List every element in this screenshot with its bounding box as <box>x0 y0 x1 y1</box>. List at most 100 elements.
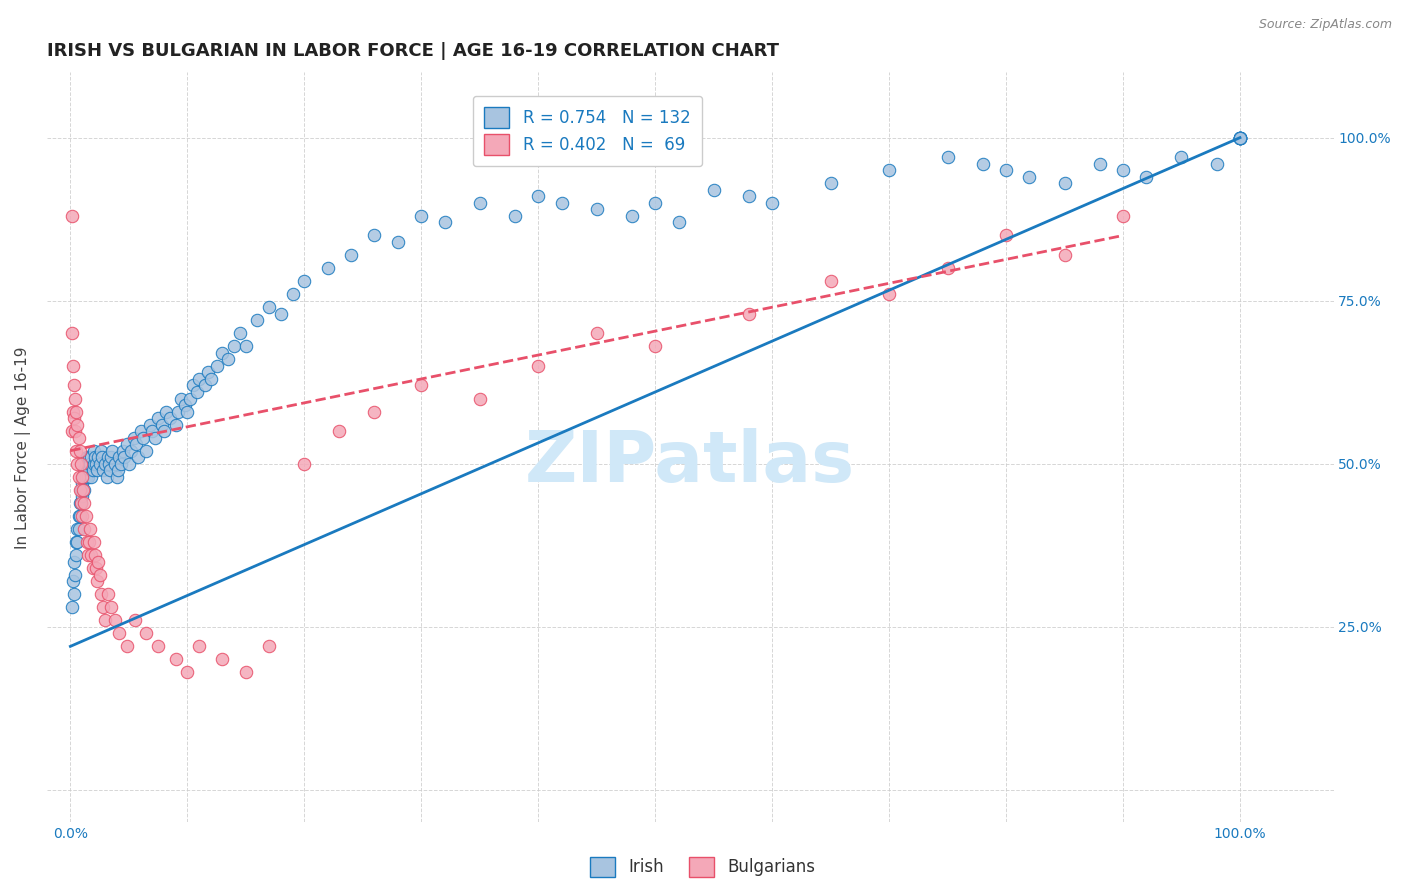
Bulgarians <box>63 424 86 438</box>
Irish <box>165 417 187 432</box>
Irish <box>63 587 86 601</box>
Irish <box>76 463 98 477</box>
Bulgarians <box>527 359 550 373</box>
Irish <box>155 404 177 418</box>
Irish <box>197 366 219 380</box>
Irish <box>150 417 173 432</box>
Y-axis label: In Labor Force | Age 16-19: In Labor Force | Age 16-19 <box>15 346 31 549</box>
Irish <box>1229 130 1251 145</box>
Bulgarians <box>73 522 96 536</box>
Bulgarians <box>77 535 100 549</box>
Bulgarians <box>70 457 93 471</box>
Irish <box>176 404 198 418</box>
Irish <box>235 339 257 353</box>
Bulgarians <box>292 457 315 471</box>
Bulgarians <box>70 470 93 484</box>
Irish <box>224 339 246 353</box>
Bulgarians <box>70 496 93 510</box>
Irish <box>86 463 108 477</box>
Text: IRISH VS BULGARIAN IN LABOR FORCE | AGE 16-19 CORRELATION CHART: IRISH VS BULGARIAN IN LABOR FORCE | AGE … <box>46 42 779 60</box>
Irish <box>129 424 152 438</box>
Irish <box>877 163 900 178</box>
Irish <box>194 378 217 392</box>
Irish <box>69 508 91 523</box>
Irish <box>1018 169 1040 184</box>
Bulgarians <box>60 326 83 341</box>
Bulgarians <box>79 522 101 536</box>
Irish <box>270 307 292 321</box>
Irish <box>257 300 280 314</box>
Irish <box>66 535 89 549</box>
Bulgarians <box>80 548 103 562</box>
Irish <box>108 450 131 465</box>
Irish <box>620 209 643 223</box>
Bulgarians <box>363 404 385 418</box>
Irish <box>70 489 93 503</box>
Irish <box>181 378 204 392</box>
Bulgarians <box>66 457 89 471</box>
Bulgarians <box>995 228 1018 243</box>
Irish <box>159 411 181 425</box>
Bulgarians <box>115 640 138 654</box>
Bulgarians <box>72 483 94 497</box>
Irish <box>77 450 100 465</box>
Irish <box>363 228 385 243</box>
Irish <box>292 274 315 288</box>
Irish <box>94 457 117 471</box>
Irish <box>110 457 132 471</box>
Irish <box>73 463 96 477</box>
Bulgarians <box>585 326 607 341</box>
Bulgarians <box>108 626 131 640</box>
Irish <box>90 443 112 458</box>
Bulgarians <box>63 411 86 425</box>
Irish <box>63 567 86 582</box>
Irish <box>200 372 222 386</box>
Irish <box>387 235 409 249</box>
Irish <box>139 417 162 432</box>
Irish <box>761 195 783 210</box>
Irish <box>120 443 142 458</box>
Irish <box>153 424 176 438</box>
Irish <box>69 496 91 510</box>
Irish <box>84 457 107 471</box>
Bulgarians <box>1112 209 1135 223</box>
Bulgarians <box>66 417 89 432</box>
Irish <box>101 443 124 458</box>
Legend: Irish, Bulgarians: Irish, Bulgarians <box>583 850 823 884</box>
Irish <box>1229 130 1251 145</box>
Bulgarians <box>104 613 127 627</box>
Irish <box>62 574 84 589</box>
Irish <box>72 470 94 484</box>
Bulgarians <box>87 555 110 569</box>
Bulgarians <box>820 274 842 288</box>
Bulgarians <box>89 567 111 582</box>
Bulgarians <box>176 665 198 680</box>
Irish <box>135 443 157 458</box>
Irish <box>107 463 129 477</box>
Irish <box>77 457 100 471</box>
Irish <box>73 483 96 497</box>
Irish <box>229 326 252 341</box>
Text: Source: ZipAtlas.com: Source: ZipAtlas.com <box>1258 18 1392 31</box>
Irish <box>132 431 155 445</box>
Bulgarians <box>738 307 761 321</box>
Irish <box>433 215 456 229</box>
Bulgarians <box>97 587 120 601</box>
Irish <box>84 450 107 465</box>
Bulgarians <box>65 404 87 418</box>
Irish <box>79 457 101 471</box>
Bulgarians <box>257 640 280 654</box>
Bulgarians <box>60 209 83 223</box>
Bulgarians <box>235 665 257 680</box>
Irish <box>281 287 304 301</box>
Irish <box>174 398 197 412</box>
Bulgarians <box>124 613 146 627</box>
Bulgarians <box>468 392 491 406</box>
Irish <box>1229 130 1251 145</box>
Bulgarians <box>76 535 98 549</box>
Bulgarians <box>84 561 107 575</box>
Irish <box>644 195 666 210</box>
Irish <box>170 392 193 406</box>
Irish <box>67 522 90 536</box>
Irish <box>1229 130 1251 145</box>
